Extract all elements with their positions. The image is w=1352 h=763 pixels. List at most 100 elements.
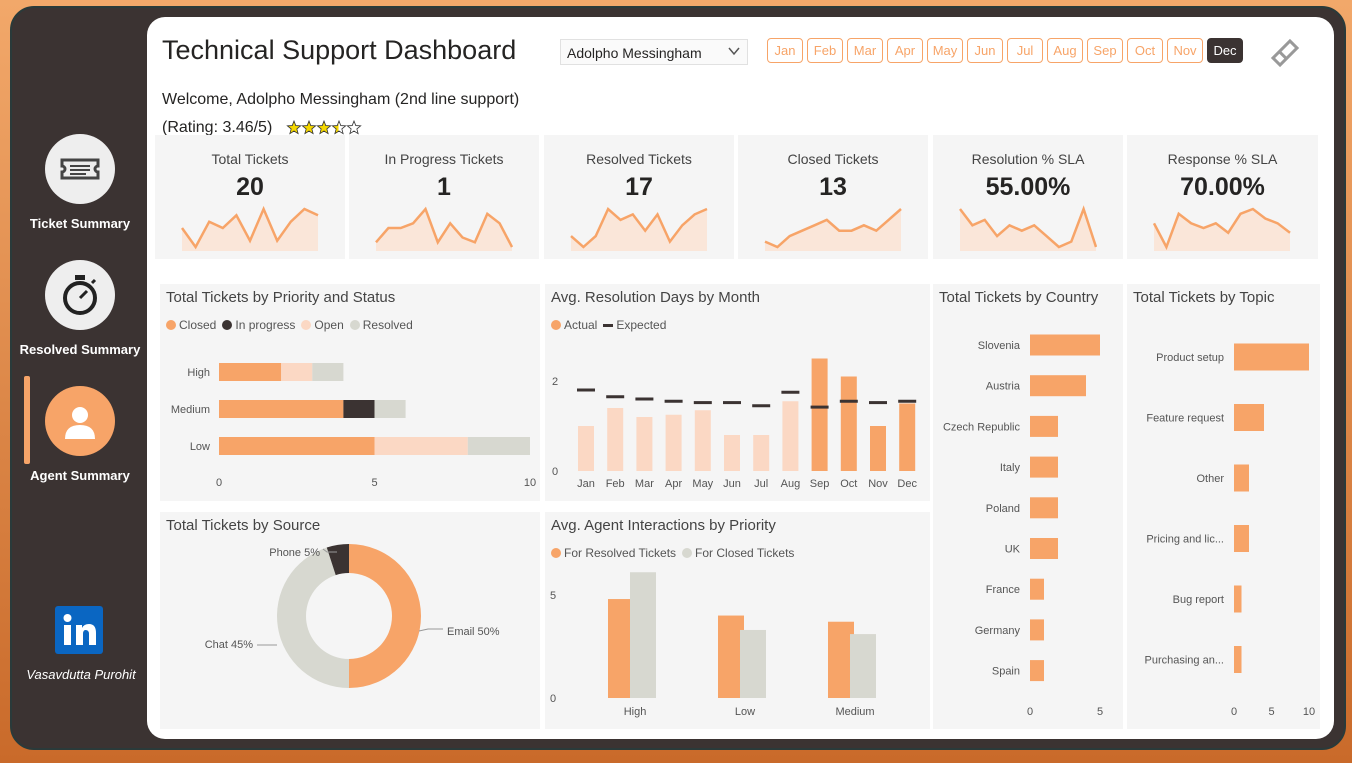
bar-resolved[interactable]: [608, 599, 634, 698]
legend-closed-tickets[interactable]: For Closed Tickets: [682, 546, 794, 560]
month-feb[interactable]: Feb: [807, 38, 843, 63]
tick-label: 5: [1097, 706, 1103, 718]
kpi-label: Total Tickets: [211, 151, 289, 167]
bar-open[interactable]: [374, 437, 468, 455]
bar-closed[interactable]: [740, 629, 766, 698]
bar[interactable]: [1030, 660, 1044, 682]
bar[interactable]: [1030, 415, 1058, 437]
marker-expected[interactable]: [693, 401, 712, 405]
bar-resolved[interactable]: [374, 400, 406, 418]
bar[interactable]: [1234, 646, 1242, 673]
bar-actual[interactable]: [811, 358, 828, 472]
bar-actual[interactable]: [840, 376, 857, 472]
marker-expected[interactable]: [606, 395, 625, 399]
tick-label: 10: [1303, 706, 1315, 718]
bar-closed[interactable]: [219, 437, 375, 455]
bar[interactable]: [1030, 375, 1086, 397]
marker-expected[interactable]: [810, 405, 829, 409]
bar[interactable]: [1030, 456, 1058, 478]
bar-closed[interactable]: [219, 363, 282, 381]
bar[interactable]: [1234, 525, 1249, 552]
nav-resolved-summary[interactable]: Resolved Summary: [10, 260, 150, 357]
bar[interactable]: [1234, 585, 1242, 613]
welcome-text: Welcome, Adolpho Messingham (2nd line su…: [162, 91, 520, 108]
marker-expected[interactable]: [723, 401, 741, 405]
bar-resolved[interactable]: [467, 437, 530, 455]
month-nov[interactable]: Nov: [1167, 38, 1203, 63]
legend-actual[interactable]: Actual: [551, 318, 597, 332]
marker-expected[interactable]: [781, 390, 800, 394]
month-sep[interactable]: Sep: [1087, 38, 1123, 63]
marker-expected[interactable]: [898, 399, 917, 403]
eraser-icon[interactable]: [1269, 37, 1301, 74]
month-mar[interactable]: Mar: [847, 38, 883, 63]
bar-closed[interactable]: [219, 400, 344, 418]
ticket-icon: [45, 134, 115, 204]
month-dec[interactable]: Dec: [1207, 38, 1243, 63]
bar-actual[interactable]: [665, 414, 682, 471]
bar-actual[interactable]: [636, 417, 653, 471]
rating-star: [286, 120, 302, 135]
rating-star: [301, 120, 317, 135]
nav-ticket-summary[interactable]: Ticket Summary: [10, 134, 150, 231]
legend-expected[interactable]: Expected: [603, 318, 666, 332]
tick-label: 0: [552, 466, 558, 478]
bar[interactable]: [1030, 538, 1058, 559]
bar-actual[interactable]: [870, 426, 886, 471]
marker-expected[interactable]: [839, 399, 858, 403]
bar-closed[interactable]: [850, 634, 876, 698]
bar[interactable]: [1030, 619, 1044, 641]
month-aug[interactable]: Aug: [1047, 38, 1083, 63]
bar-actual[interactable]: [578, 426, 594, 471]
legend-open[interactable]: Open: [301, 318, 344, 332]
agent-dropdown[interactable]: Adolpho Messingham: [560, 39, 748, 65]
marker-expected[interactable]: [752, 404, 771, 408]
tick-label: Nov: [868, 478, 888, 490]
sparkline-area: [376, 209, 512, 251]
marker-expected[interactable]: [664, 399, 683, 403]
sparkline-area: [765, 209, 901, 251]
bar[interactable]: [1030, 497, 1058, 519]
tick-label: Dec: [897, 478, 917, 490]
nav-agent-summary[interactable]: Agent Summary: [10, 386, 150, 483]
marker-expected[interactable]: [577, 388, 595, 392]
stopwatch-icon: [45, 260, 115, 330]
bar-actual[interactable]: [899, 403, 916, 472]
month-may[interactable]: May: [927, 38, 963, 63]
bar-in-progress[interactable]: [343, 400, 375, 418]
legend-in-progress[interactable]: In progress: [222, 318, 295, 332]
legend-resolved[interactable]: Resolved: [349, 318, 413, 332]
legend-label: In progress: [235, 318, 296, 332]
linkedin-icon[interactable]: [55, 606, 103, 654]
bar[interactable]: [1030, 334, 1100, 356]
bar[interactable]: [1234, 343, 1309, 371]
bar[interactable]: [1234, 464, 1249, 492]
bar-actual[interactable]: [694, 410, 711, 471]
month-jul[interactable]: Jul: [1007, 38, 1043, 63]
bar-actual[interactable]: [782, 401, 799, 471]
month-oct[interactable]: Oct: [1127, 38, 1163, 63]
bar-actual[interactable]: [607, 408, 624, 471]
bar-actual[interactable]: [753, 435, 770, 471]
bar-resolved[interactable]: [312, 363, 344, 381]
legend-resolved-tickets[interactable]: For Resolved Tickets: [551, 546, 676, 560]
tick-label: Sep: [810, 478, 830, 490]
month-apr[interactable]: Apr: [887, 38, 923, 63]
legend-closed[interactable]: Closed: [166, 318, 216, 332]
bar[interactable]: [1234, 404, 1264, 431]
slice-email[interactable]: [349, 544, 421, 688]
marker-expected[interactable]: [869, 401, 887, 405]
bar[interactable]: [1030, 578, 1044, 600]
month-jan[interactable]: Jan: [767, 38, 803, 63]
bar-actual[interactable]: [724, 435, 740, 471]
marker-expected[interactable]: [635, 397, 654, 401]
tick-label: 5: [371, 477, 377, 489]
tick-label: Apr: [665, 478, 682, 490]
bar-resolved[interactable]: [828, 621, 854, 698]
bar-resolved[interactable]: [718, 615, 744, 698]
kpi-label: In Progress Tickets: [384, 151, 504, 167]
slice-chat[interactable]: [277, 547, 349, 688]
bar-open[interactable]: [281, 363, 313, 381]
bar-closed[interactable]: [630, 572, 656, 698]
month-jun[interactable]: Jun: [967, 38, 1003, 63]
